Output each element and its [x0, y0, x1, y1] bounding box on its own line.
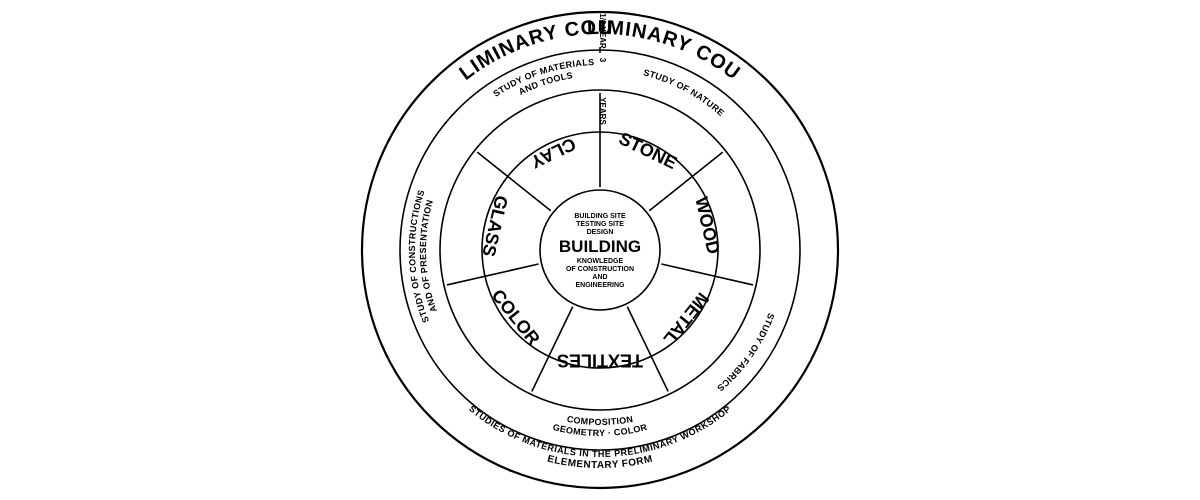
material-label: WOOD: [691, 195, 723, 256]
study-right: STUDY OF FABRICS: [715, 312, 776, 394]
material-label: STONE: [616, 128, 680, 173]
material-divider: [661, 264, 753, 285]
material-label: COLOR: [488, 286, 544, 349]
center-line8: ENGINEERING: [575, 282, 625, 289]
study-bottom-2: COMPOSITION: [566, 414, 634, 427]
material-label: CLAY: [528, 134, 579, 173]
material-divider: [532, 307, 573, 392]
study-top-right: STUDY OF NATURE: [642, 67, 726, 118]
center-line5: KNOWLEDGE: [577, 258, 624, 265]
outer-course-left: PRELIMINARY COURSE: [0, 0, 613, 85]
diagram-container: PRELIMINARY COURSEPRELIMINARY COURSEELEM…: [0, 0, 1200, 500]
outer-course-right: PRELIMINARY COURSE: [0, 0, 744, 85]
label-half-year: 1/2 YEAR: [598, 13, 607, 49]
curriculum-wheel-svg: PRELIMINARY COURSEPRELIMINARY COURSEELEM…: [0, 0, 1200, 500]
material-label: METAL: [659, 289, 712, 349]
material-label: TEXTILES: [557, 350, 643, 370]
center-line3: DESIGN: [587, 229, 614, 236]
center-line6: OF CONSTRUCTION: [566, 266, 634, 273]
material-label: GLASS: [478, 194, 511, 259]
center-line7: AND: [592, 274, 607, 281]
material-divider: [627, 307, 668, 392]
center-main: BUILDING: [559, 237, 641, 256]
material-divider: [447, 264, 539, 285]
label-three: 3: [598, 58, 607, 63]
center-line2: TESTING SITE: [576, 221, 624, 228]
center-line1: BUILDING SITE: [574, 213, 626, 220]
